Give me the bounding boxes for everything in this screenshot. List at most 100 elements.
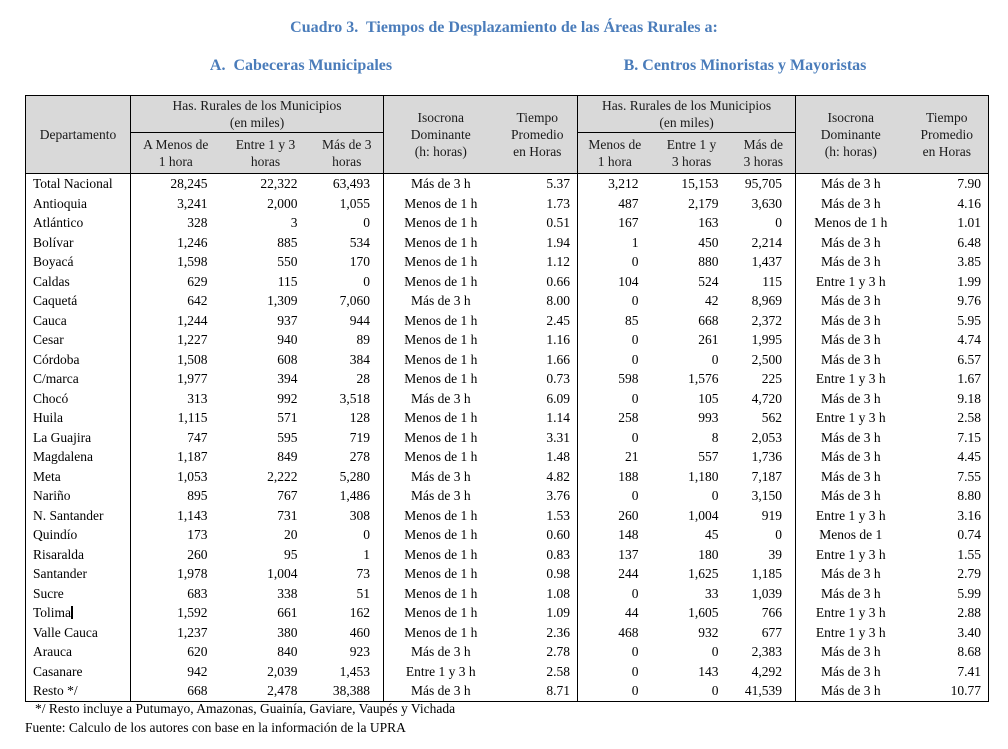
cell-a-mas-3h: 0 [310, 525, 385, 545]
cell-departamento: Caldas [25, 271, 131, 291]
cell-a-isocrona: Menos de 1 h [404, 605, 478, 620]
col-header-b-menos-1h: Menos de 1 hora [577, 132, 652, 174]
cell-b-isocrona: Más de 3 h [820, 488, 881, 503]
cell-a-mas-3h: 1,453 [310, 661, 385, 681]
cell-b-entre-1-3h: 1,180 [688, 468, 719, 484]
cell-a-tiempo-promedio: 0.66 [497, 271, 579, 291]
cell-departamento: Antioquia [25, 193, 131, 213]
cell-b-isocrona: Menos de 1 h [814, 215, 888, 230]
cell-a-entre-1-3h: 595 [277, 429, 298, 445]
cell-a-menos-1h: 260 [187, 546, 208, 562]
cell-b-mas-3h: 2,053 [731, 427, 797, 447]
cell-b-mas-3h: 3,630 [731, 193, 797, 213]
cell-b-mas-3h: 2,214 [731, 232, 797, 252]
cell-a-menos-1h: 1,143 [177, 507, 208, 523]
cell-b-isocrona: Más de 3 h [820, 390, 881, 406]
table-row: Caldas 629 115 0 Menos de 1 h 0.66 104 524 115 En… [25, 271, 989, 291]
cell-b-entre-1-3h: 8 [711, 429, 719, 445]
cell-b-isocrona: Más de 3 h [820, 429, 881, 445]
table-row: Arauca 620 840 923 Más de 3 h 2.78 0 0 2,383 Más … [25, 642, 989, 662]
cell-a-tiempo-promedio: 1.14 [497, 408, 579, 428]
cell-departamento: Cesar [25, 330, 131, 350]
cell-a-menos-1h: 1,246 [177, 234, 208, 250]
cell-b-entre-1-3h: 42 [705, 293, 719, 308]
cell-b-menos-1h: 104 [618, 273, 639, 289]
cell-b-menos-1h: 0 [631, 351, 639, 367]
cell-a-mas-3h: 7,060 [310, 291, 385, 311]
cell-b-tiempo-promedio: 6.57 [957, 351, 982, 367]
cell-a-entre-1-3h: 550 [277, 254, 298, 269]
cell-a-tiempo-promedio: 2.58 [497, 661, 579, 681]
cell-b-entre-1-3h: 0 [711, 683, 719, 698]
cell-a-entre-1-3h: 767 [277, 488, 298, 503]
table-row: C/marca 1,977 394 28 Menos de 1 h 0.73 598 1,57… [25, 369, 989, 389]
cell-b-entre-1-3h: 557 [698, 449, 719, 464]
cell-a-tiempo-promedio: 1.53 [497, 505, 579, 525]
cell-b-mas-3h: 4,720 [731, 388, 797, 408]
footnote-resto: */ Resto incluye a Putumayo, Amazonas, G… [35, 701, 456, 716]
cell-b-isocrona: Más de 3 h [820, 332, 881, 347]
header-row-subcolumns: A Menos de 1 hora Entre 1 y 3 horas Más … [26, 132, 989, 174]
table-row: Total Nacional 28,245 22,322 63,493 Más de 3… [25, 173, 989, 194]
cell-a-entre-1-3h: 2,000 [267, 195, 298, 211]
cell-a-entre-1-3h: 571 [277, 410, 298, 425]
cell-b-tiempo-promedio: 5.99 [957, 585, 982, 601]
cell-a-isocrona: Menos de 1 h [404, 585, 478, 601]
page-title: Cuadro 3. Tiempos de Desplazamiento de l… [290, 19, 718, 36]
cell-a-tiempo-promedio: 4.82 [497, 466, 579, 486]
cell-b-tiempo-promedio: 8.68 [957, 644, 982, 659]
section-a-title: A. Cabeceras Municipales [209, 57, 393, 74]
cell-a-mas-3h: 3,518 [310, 388, 385, 408]
col-header-a-menos-1h: A Menos de 1 hora [130, 132, 221, 174]
cell-a-entre-1-3h: 2,222 [267, 468, 298, 484]
cell-a-entre-1-3h: 885 [277, 234, 298, 250]
cell-a-mas-3h: 384 [310, 349, 385, 369]
cell-b-mas-3h: 1,039 [731, 583, 797, 603]
cell-b-tiempo-promedio: 2.58 [957, 410, 982, 425]
cell-a-isocrona: Más de 3 h [410, 644, 471, 659]
cell-b-isocrona: Entre 1 y 3 h [815, 624, 886, 640]
cell-a-isocrona: Menos de 1 h [404, 429, 478, 445]
col-header-a-mas-3h: Más de 3 horas [310, 132, 385, 174]
cell-b-menos-1h: 487 [618, 195, 639, 211]
cell-b-tiempo-promedio: 0.74 [957, 527, 982, 542]
cell-departamento: Córdoba [25, 349, 131, 369]
cell-a-tiempo-promedio: 2.45 [497, 310, 579, 330]
cell-b-isocrona: Más de 3 h [820, 312, 881, 328]
cell-b-menos-1h: 0 [631, 488, 639, 503]
cell-departamento: Arauca [25, 642, 131, 662]
cell-b-isocrona: Entre 1 y 3 h [815, 273, 886, 289]
cell-b-entre-1-3h: 1,004 [688, 507, 719, 523]
cell-a-mas-3h: 89 [310, 330, 385, 350]
text-cursor [71, 606, 73, 619]
cell-b-tiempo-promedio: 6.48 [957, 234, 982, 250]
cell-b-entre-1-3h: 15,153 [681, 176, 719, 191]
cell-b-isocrona: Más de 3 h [820, 468, 881, 484]
cell-a-entre-1-3h: 380 [277, 624, 298, 640]
col-header-b-entre-1-3h: Entre 1 y 3 horas [651, 132, 732, 174]
cell-a-isocrona: Menos de 1 h [404, 195, 478, 211]
cell-departamento: Casanare [25, 661, 131, 681]
cell-a-isocrona: Menos de 1 h [404, 273, 478, 289]
cell-b-entre-1-3h: 180 [698, 546, 719, 562]
table-row: Cesar 1,227 940 89 Menos de 1 h 1.16 0 261 1,995… [25, 330, 989, 350]
cell-b-mas-3h: 95,705 [731, 173, 797, 194]
col-header-a-entre-1-3h: Entre 1 y 3 horas [220, 132, 311, 174]
cell-b-isocrona: Más de 3 h [820, 351, 881, 367]
cell-a-isocrona: Más de 3 h [410, 293, 471, 308]
cell-b-menos-1h: 167 [618, 215, 639, 230]
cell-a-isocrona: Menos de 1 h [404, 312, 478, 328]
cell-a-entre-1-3h: 731 [277, 507, 298, 523]
cell-a-mas-3h: 170 [310, 252, 385, 272]
cell-a-tiempo-promedio: 0.98 [497, 564, 579, 584]
cell-a-isocrona: Entre 1 y 3 h [405, 663, 476, 679]
cell-departamento: Nariño [25, 486, 131, 506]
cell-a-menos-1h: 1,053 [177, 468, 208, 484]
cell-b-mas-3h: 7,187 [731, 466, 797, 486]
cell-a-tiempo-promedio: 1.12 [497, 252, 579, 272]
cell-b-isocrona: Más de 3 h [820, 234, 881, 250]
cell-a-entre-1-3h: 115 [277, 273, 298, 289]
cell-b-tiempo-promedio: 4.16 [957, 195, 982, 211]
cell-b-tiempo-promedio: 4.45 [957, 449, 982, 464]
